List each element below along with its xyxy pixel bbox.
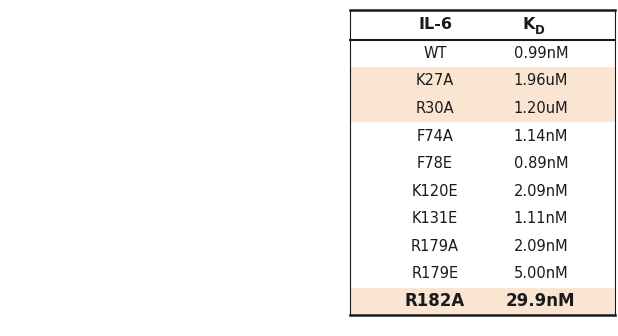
Text: K: K xyxy=(522,17,535,32)
Text: D: D xyxy=(535,25,544,37)
Text: R182A: R182A xyxy=(405,292,465,310)
Bar xyxy=(350,40,615,67)
Bar xyxy=(350,260,615,288)
Text: K120E: K120E xyxy=(412,184,459,199)
Text: 2.09nM: 2.09nM xyxy=(514,184,568,199)
Text: 1.11nM: 1.11nM xyxy=(514,211,568,226)
Text: R30A: R30A xyxy=(416,101,454,116)
Text: K131E: K131E xyxy=(412,211,458,226)
Text: 29.9nM: 29.9nM xyxy=(506,292,575,310)
Bar xyxy=(350,10,615,40)
Text: 1.96uM: 1.96uM xyxy=(514,74,568,88)
Text: IL-6: IL-6 xyxy=(418,17,452,32)
Text: 1.20uM: 1.20uM xyxy=(514,101,568,116)
Text: R179E: R179E xyxy=(412,266,459,281)
Bar xyxy=(350,177,615,205)
Bar xyxy=(350,233,615,260)
Text: K27A: K27A xyxy=(416,74,454,88)
Text: R179A: R179A xyxy=(411,239,459,254)
Bar xyxy=(350,122,615,150)
Text: 2.09nM: 2.09nM xyxy=(514,239,568,254)
Text: 0.89nM: 0.89nM xyxy=(514,156,568,171)
Text: WT: WT xyxy=(423,46,447,61)
Text: F74A: F74A xyxy=(417,129,454,143)
Bar xyxy=(0,0,350,336)
Text: 1.14nM: 1.14nM xyxy=(514,129,568,143)
Bar xyxy=(350,67,615,95)
Bar xyxy=(350,150,615,177)
Bar xyxy=(350,205,615,233)
Bar xyxy=(350,288,615,315)
Text: F78E: F78E xyxy=(417,156,453,171)
Bar xyxy=(350,95,615,122)
Text: 0.99nM: 0.99nM xyxy=(514,46,568,61)
Text: 5.00nM: 5.00nM xyxy=(514,266,568,281)
